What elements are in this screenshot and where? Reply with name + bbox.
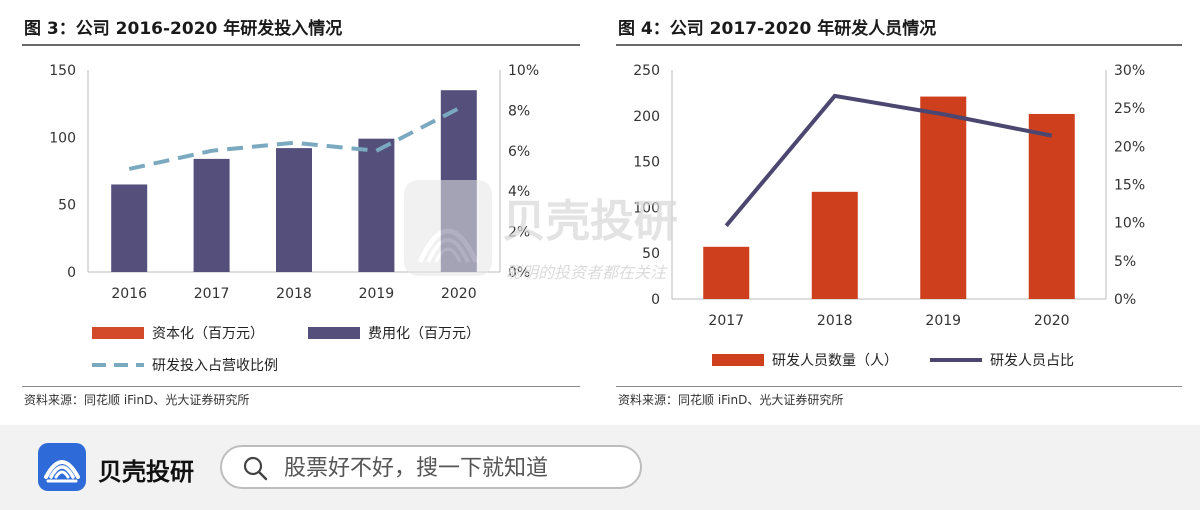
brand-name[interactable]: 贝壳投研	[98, 458, 194, 486]
y-tick-label: 150	[49, 63, 76, 79]
x-tick-label: 2017	[708, 313, 744, 329]
left-source-rule	[22, 386, 580, 387]
x-tick-label: 2020	[441, 286, 477, 302]
expensed-bar	[358, 138, 395, 272]
y-tick-label: 50	[642, 246, 660, 262]
right-figure-title: 图 4：公司 2017-2020 年研发人员情况	[618, 19, 937, 39]
x-tick-label: 2018	[276, 286, 312, 302]
y2-tick-label: 8%	[508, 103, 530, 119]
legend-ratio-label: 研发投入占营收比例	[152, 358, 278, 374]
expensed-bar	[276, 148, 312, 272]
y2-tick-label: 15%	[1114, 178, 1145, 194]
rd-staff-figure: 图 4：公司 2017-2020 年研发人员情况 0 50 100 150 200 250…	[600, 0, 1200, 425]
y2-tick-label: 0%	[508, 265, 530, 281]
expensed-bar	[193, 158, 230, 272]
y2-tick-label: 5%	[1114, 254, 1136, 270]
legend-capitalized-label: 资本化（百万元）	[152, 326, 264, 342]
y-tick-label: 200	[633, 109, 660, 125]
x-tick-label: 2019	[359, 286, 395, 302]
search-icon[interactable]	[242, 455, 268, 481]
y2-tick-label: 6%	[508, 144, 530, 160]
x-tick-label: 2017	[194, 286, 230, 302]
left-figure-title: 图 3：公司 2016-2020 年研发投入情况	[24, 19, 343, 39]
y-tick-label: 50	[58, 198, 76, 214]
legend-staff-count-label: 研发人员数量（人）	[772, 353, 898, 369]
y2-tick-label: 10%	[1114, 216, 1145, 232]
y-tick-label: 150	[633, 155, 660, 171]
brand-logo-icon[interactable]	[38, 443, 86, 491]
right-title-rule	[616, 44, 1182, 46]
left-title-rule	[22, 44, 580, 46]
rd-investment-figure: 图 3：公司 2016-2020 年研发投入情况 0 50 100 150 0% 2% 4%…	[0, 0, 600, 425]
y2-tick-label: 25%	[1114, 101, 1145, 117]
bottom-bar: 贝壳投研	[0, 425, 1200, 510]
staff-count-bar	[1028, 113, 1075, 299]
left-source-note: 资料来源：同花顺 iFinD、光大证券研究所	[24, 393, 250, 407]
legend-capitalized-swatch	[92, 327, 144, 339]
y2-tick-label: 20%	[1114, 139, 1145, 155]
right-source-note: 资料来源：同花顺 iFinD、光大证券研究所	[618, 393, 844, 407]
staff-count-bar	[811, 191, 858, 299]
staff-count-bar	[703, 246, 750, 299]
y2-tick-label: 4%	[508, 184, 530, 200]
y-tick-label: 250	[633, 63, 660, 79]
y-tick-label: 0	[651, 292, 660, 308]
expensed-bar	[111, 184, 148, 272]
x-tick-label: 2019	[925, 313, 961, 329]
legend-expensed-label: 费用化（百万元）	[368, 326, 480, 342]
y2-tick-label: 30%	[1114, 63, 1145, 79]
legend-staff-count-swatch	[712, 354, 764, 366]
search-input[interactable]	[282, 451, 626, 485]
staff-ratio-line	[724, 93, 1053, 228]
y2-tick-label: 10%	[508, 63, 539, 79]
rd-staff-chart: 0 50 100 150 200 250 0% 5% 10% 15% 20% 25% 30% 2017 20…	[633, 63, 1145, 369]
x-tick-label: 2016	[111, 286, 147, 302]
expensed-bar	[440, 90, 477, 272]
y2-tick-label: 0%	[1114, 292, 1136, 308]
right-source-rule	[616, 386, 1182, 387]
legend-staff-ratio-label: 研发人员占比	[990, 353, 1074, 369]
y-tick-label: 100	[633, 200, 660, 216]
x-tick-label: 2018	[817, 313, 853, 329]
y2-tick-label: 2%	[508, 225, 530, 241]
x-tick-label: 2020	[1034, 313, 1070, 329]
rd-ratio-line	[128, 106, 460, 171]
staff-count-bar	[920, 96, 967, 300]
search-box[interactable]	[220, 445, 642, 489]
y-tick-label: 0	[67, 265, 76, 281]
y-tick-label: 100	[49, 130, 76, 146]
rd-investment-chart: 0 50 100 150 0% 2% 4% 6% 8% 10% 2016 2017 2018 2019 20…	[49, 63, 539, 374]
legend-expensed-swatch	[308, 327, 360, 339]
